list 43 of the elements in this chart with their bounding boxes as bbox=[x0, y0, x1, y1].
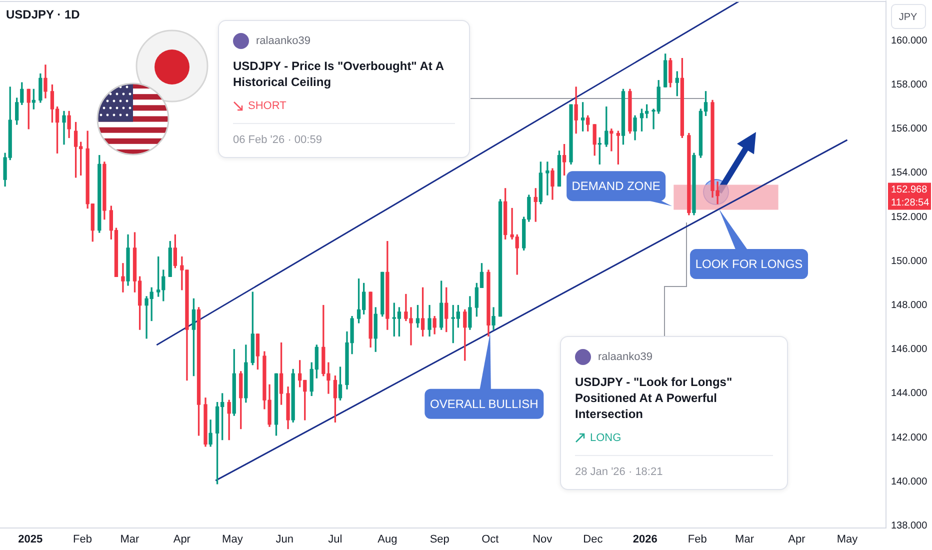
text: 11:28:54 bbox=[891, 197, 930, 208]
text: USDJPY · 1D bbox=[6, 7, 80, 22]
y-tick-label: 150.000 bbox=[891, 256, 928, 267]
y-tick-label: 160.000 bbox=[891, 35, 928, 46]
y-tick-label: 148.000 bbox=[891, 300, 928, 312]
y-tick-label: 142.000 bbox=[891, 432, 928, 444]
x-tick-label: May bbox=[222, 534, 244, 546]
x-tick-label: 2025 bbox=[18, 534, 43, 546]
y-tick-label: 154.000 bbox=[891, 168, 928, 179]
x-tick-label: Apr bbox=[173, 534, 191, 546]
x-tick-label: Feb bbox=[73, 534, 92, 546]
x-tick-label: Apr bbox=[788, 534, 806, 546]
annotation: OVERALL BULLISH bbox=[430, 396, 538, 411]
y-tick-label: 140.000 bbox=[891, 476, 928, 488]
y-tick-label: 158.000 bbox=[891, 80, 928, 91]
x-tick-label: Feb bbox=[688, 534, 707, 546]
annotation: USDJPY - Price Is "Overbought" At A Historical Ceiling bbox=[233, 58, 445, 90]
annotation: ralaanko39 bbox=[256, 34, 310, 48]
y-tick-label: 156.000 bbox=[891, 124, 928, 135]
annotation: LONG bbox=[590, 431, 622, 445]
x-tick-label: Nov bbox=[532, 534, 553, 546]
y-axis-title: JPY bbox=[898, 12, 918, 23]
annotation: USDJPY - "Look for Longs" Positioned At A Powerful Intersection bbox=[575, 374, 734, 422]
x-tick-label: Mar bbox=[120, 534, 140, 546]
annotation: 28 Jan '26 · 18:21 bbox=[575, 466, 663, 478]
y-tick-label: 144.000 bbox=[891, 388, 928, 400]
x-tick-label: Jul bbox=[328, 534, 342, 546]
x-tick-label: Mar bbox=[735, 534, 754, 546]
y-tick-label: 146.000 bbox=[891, 344, 928, 356]
x-tick-label: Dec bbox=[583, 534, 604, 546]
annotation: ralaanko39 bbox=[598, 350, 652, 364]
annotation: 06 Feb '26 · 00:59 bbox=[233, 134, 322, 146]
x-tick-label: Aug bbox=[378, 534, 398, 546]
x-tick-label: Oct bbox=[482, 534, 499, 546]
y-tick-label: 152.000 bbox=[891, 212, 928, 223]
x-tick-label: Sep bbox=[430, 534, 450, 546]
x-tick-label: May bbox=[836, 534, 858, 546]
text: 152.968 bbox=[891, 184, 928, 196]
x-tick-label: 2026 bbox=[632, 534, 658, 546]
y-tick-label: 138.000 bbox=[891, 520, 928, 532]
annotation: SHORT bbox=[248, 99, 286, 113]
annotation: LOOK FOR LONGS bbox=[695, 257, 803, 271]
x-tick-label: Jun bbox=[276, 534, 294, 546]
